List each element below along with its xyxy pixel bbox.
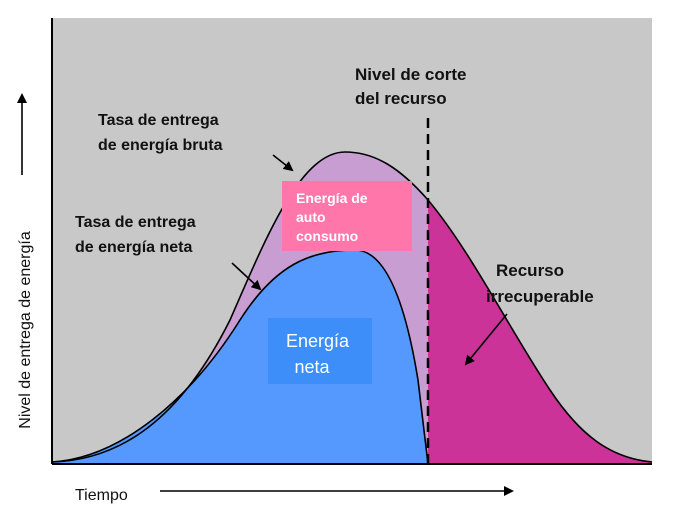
gross-rate-arrow [272,154,294,172]
unrecoverable-label: Recurso irrecuperable [486,261,594,306]
x-axis-label: Tiempo [75,487,128,504]
y-axis-label: Nivel de entrega de energía [17,231,34,429]
self-consumption-label-box [282,181,412,251]
cutoff-label: Nivel de corte del recurso [355,65,471,108]
unrecoverable-region [428,200,652,464]
net-rate-curve [51,249,429,465]
gross-rate-curve [51,151,653,463]
net-energy-label-box [268,318,372,384]
gross-rate-label: Tasa de entrega de energía bruta [98,112,223,154]
self-consumption-label: Energía de auto consumo [296,190,371,244]
unrecoverable-arrow [464,313,508,366]
net-energy-label: Energía neta [286,331,354,377]
net-rate-arrow [231,262,262,291]
net-energy-region [52,250,428,464]
net-rate-label: Tasa de entrega de energía neta [75,214,200,256]
